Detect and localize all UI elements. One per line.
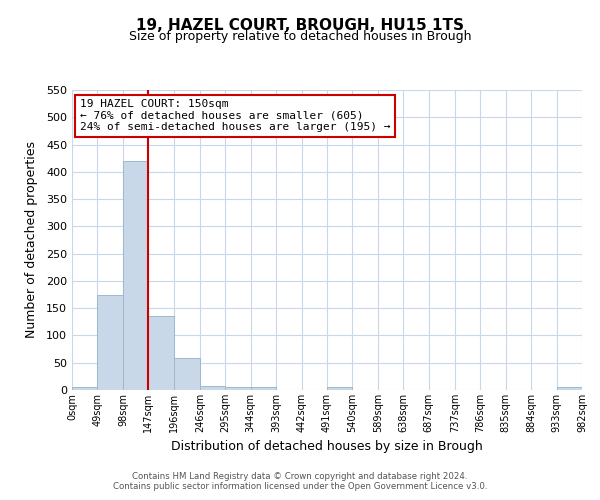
Bar <box>327 388 352 390</box>
Bar <box>72 388 97 390</box>
Bar <box>97 294 123 390</box>
X-axis label: Distribution of detached houses by size in Brough: Distribution of detached houses by size … <box>171 440 483 454</box>
Bar <box>148 316 174 390</box>
Bar <box>225 388 251 390</box>
Text: 19 HAZEL COURT: 150sqm
← 76% of detached houses are smaller (605)
24% of semi-de: 19 HAZEL COURT: 150sqm ← 76% of detached… <box>80 99 390 132</box>
Text: Contains public sector information licensed under the Open Government Licence v3: Contains public sector information licen… <box>113 482 487 491</box>
Text: 19, HAZEL COURT, BROUGH, HU15 1TS: 19, HAZEL COURT, BROUGH, HU15 1TS <box>136 18 464 32</box>
Bar <box>123 161 148 390</box>
Bar <box>200 386 225 390</box>
Text: Contains HM Land Registry data © Crown copyright and database right 2024.: Contains HM Land Registry data © Crown c… <box>132 472 468 481</box>
Text: Size of property relative to detached houses in Brough: Size of property relative to detached ho… <box>129 30 471 43</box>
Bar <box>251 388 276 390</box>
Bar <box>174 358 200 390</box>
Bar <box>557 388 582 390</box>
Y-axis label: Number of detached properties: Number of detached properties <box>25 142 38 338</box>
